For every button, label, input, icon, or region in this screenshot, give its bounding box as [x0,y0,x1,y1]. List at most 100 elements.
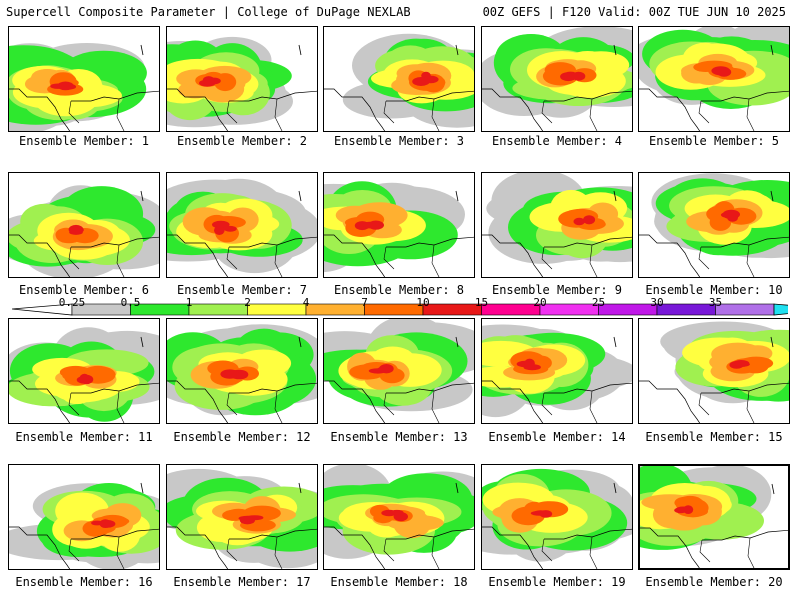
lake-shore [455,190,459,202]
scale-tick-label: 4 [302,296,310,309]
scp-contour [530,510,550,516]
state-border [541,244,598,277]
ensemble-panel[interactable] [481,26,633,132]
lake-shore [613,44,617,56]
state-border [226,536,283,569]
lake-shore [771,483,775,495]
ensemble-panel[interactable] [166,26,318,132]
scp-contour [202,76,215,85]
scale-max-arrow [773,303,788,316]
state-border [167,380,317,423]
ensemble-member-caption: Ensemble Member: 4 [491,134,623,148]
state-border [541,390,598,423]
scale-tick-label: 20 [533,296,547,309]
scp-map [324,319,474,423]
state-border [639,380,789,423]
scale-tick-label: 7 [361,296,368,309]
ensemble-member-caption: Ensemble Member: 6 [18,283,150,297]
lake-shore [613,482,617,494]
state-border [383,244,440,277]
state-border [68,244,125,277]
scale-tick-label: 35 [708,296,723,309]
scp-contour [511,506,545,526]
state-border [324,526,474,569]
ensemble-panel[interactable] [166,464,318,570]
state-border [9,234,159,277]
state-border [68,536,125,569]
scale-bin-9 [539,303,599,316]
scp-map [640,466,788,568]
state-border [226,98,283,131]
ensemble-panel[interactable] [8,464,160,570]
state-border [482,88,632,131]
scp-contour [367,220,384,230]
ensemble-panel[interactable] [638,26,790,132]
state-border [640,527,788,568]
lake-shore [140,482,144,494]
state-border [383,98,440,131]
scp-contour [739,356,774,370]
ensemble-panel[interactable] [323,172,475,278]
scp-map [167,468,317,569]
scp-map [9,482,159,569]
lake-shore [455,336,459,348]
ensemble-member-caption: Ensemble Member: 11 [15,430,153,444]
lake-shore [140,190,144,202]
ensemble-panel[interactable] [481,464,633,570]
lake-shore [298,190,302,202]
scale-bin-8 [481,303,541,316]
ensemble-panel[interactable] [8,172,160,278]
state-border [698,98,755,131]
ensemble-panel[interactable] [323,318,475,424]
ensemble-panel[interactable] [323,26,475,132]
scale-bin-3 [188,303,248,316]
state-border [482,380,632,423]
ensemble-member-caption: Ensemble Member: 20 [645,575,783,589]
state-border [383,390,440,423]
lake-shore [140,336,144,348]
ensemble-panel[interactable] [323,464,475,570]
lake-shore [770,190,774,202]
state-border [324,234,474,277]
lake-shore [298,336,302,348]
ensemble-panel[interactable] [481,172,633,278]
ensemble-panel[interactable] [166,172,318,278]
state-border [383,536,440,569]
scp-map [482,27,632,131]
state-border [541,536,598,569]
scp-contour [733,362,750,367]
scp-contour [711,66,731,76]
lake-shore [298,44,302,56]
scp-map [639,321,789,423]
ensemble-member-caption: Ensemble Member: 14 [488,430,626,444]
ensemble-panel[interactable] [481,318,633,424]
scp-contour [573,217,585,226]
scp-contour [99,520,116,528]
scp-contour [79,374,94,385]
ensemble-panel[interactable] [638,172,790,278]
state-border [167,234,317,277]
ensemble-panel[interactable] [638,318,790,424]
lake-shore [298,482,302,494]
ensemble-member-caption: Ensemble Member: 5 [648,134,780,148]
ensemble-panel[interactable] [166,318,318,424]
ensemble-panel[interactable] [638,464,790,570]
state-border [226,390,283,423]
state-border [167,88,317,131]
run-valid-time: 00Z GEFS | F120 Valid: 00Z TUE JUN 10 20… [482,5,786,19]
state-border [9,526,159,569]
state-border [482,526,632,569]
scp-contour [583,215,596,225]
scale-tick-label: 10 [416,296,430,309]
scp-map [324,465,474,569]
scp-map [9,43,159,131]
lake-shore [770,336,774,348]
scale-bin-10 [598,303,658,316]
scale-tick-label: 15 [474,296,489,309]
ensemble-member-caption: Ensemble Member: 2 [176,134,308,148]
scp-map [167,36,317,131]
scp-contour [91,520,104,526]
ensemble-member-caption: Ensemble Member: 3 [333,134,465,148]
ensemble-panel[interactable] [8,26,160,132]
ensemble-panel[interactable] [8,318,160,424]
